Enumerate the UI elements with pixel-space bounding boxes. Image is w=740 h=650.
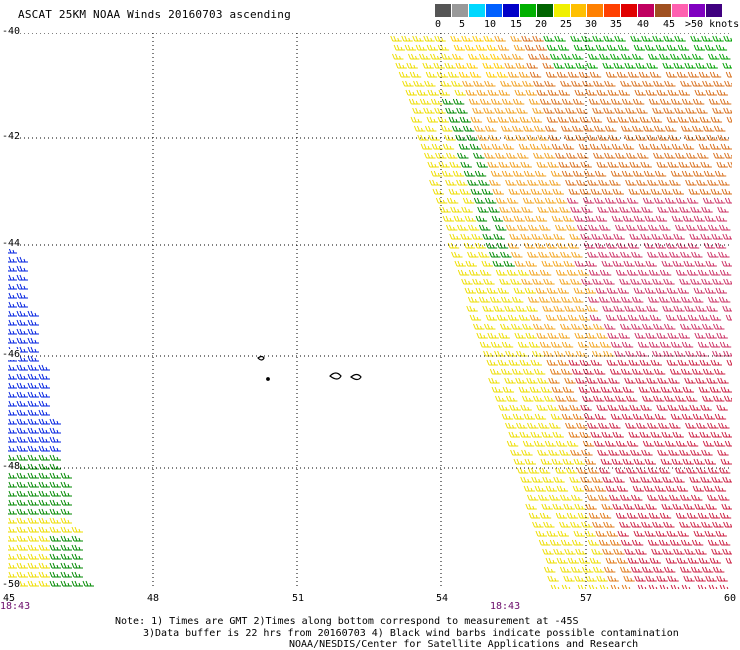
- lon-label-54: 54: [436, 593, 449, 604]
- legend-swatch: [519, 4, 537, 17]
- note-line-2: 3)Data buffer is 22 hrs from 20160703 4)…: [143, 628, 679, 639]
- legend-label: 20: [535, 19, 548, 30]
- legend-label: 25: [560, 19, 573, 30]
- lon-label-45: 45: [3, 593, 16, 604]
- legend-swatch: [706, 4, 723, 17]
- legend-swatch: [587, 4, 605, 17]
- lat-label-46: -46: [2, 349, 21, 360]
- map-title: ASCAT 25KM NOAA Winds 20160703 ascending: [18, 8, 291, 21]
- legend-swatch: [604, 4, 622, 17]
- lon-label-60: 60: [724, 593, 737, 604]
- lon-label-48: 48: [147, 593, 160, 604]
- legend-swatch: [502, 4, 520, 17]
- lon-label-51: 51: [292, 593, 305, 604]
- legend-label: 10: [484, 19, 497, 30]
- legend-label: 45: [663, 19, 676, 30]
- legend-labels: 0 5 10 15 20 25 30 35 40 45 >50 knots: [435, 19, 739, 33]
- lat-label-42: -42: [2, 131, 21, 142]
- lat-label-40: -40: [2, 26, 21, 37]
- legend-swatch: [570, 4, 588, 17]
- legend-label: 40: [637, 19, 650, 30]
- legend-swatch: [621, 4, 639, 17]
- legend-swatch: [435, 4, 452, 17]
- pass-time-left: 18:43: [0, 601, 31, 612]
- legend-label: 15: [510, 19, 523, 30]
- legend-swatch: [655, 4, 673, 17]
- lat-label-44: -44: [2, 238, 21, 249]
- legend-swatch: [638, 4, 656, 17]
- lat-label-48: -48: [2, 461, 21, 472]
- legend-label: >50 knots: [685, 19, 740, 30]
- legend-label: 35: [610, 19, 623, 30]
- legend-label: 30: [585, 19, 598, 30]
- lon-label-57: 57: [580, 593, 593, 604]
- legend-swatch: [672, 4, 690, 17]
- wind-speed-legend: 0 5 10 15 20 25 30 35 40 45 >50 knots: [435, 4, 739, 34]
- legend-swatch: [689, 4, 706, 17]
- wind-map[interactable]: [8, 33, 732, 589]
- wind-barb-field: [8, 33, 732, 589]
- legend-swatch: [536, 4, 554, 17]
- legend-swatch: [553, 4, 571, 17]
- lat-label-50: -50: [2, 579, 21, 590]
- legend-label: 0: [435, 19, 442, 30]
- legend-swatch: [451, 4, 469, 17]
- legend-label: 5: [459, 19, 466, 30]
- legend-swatch: [485, 4, 503, 17]
- note-line-1: Note: 1) Times are GMT 2)Times along bot…: [115, 616, 579, 627]
- note-line-3: NOAA/NESDIS/Center for Satellite Applica…: [289, 639, 639, 650]
- island-outlines: [257, 355, 362, 381]
- legend-color-bar: [435, 4, 723, 17]
- pass-time-right: 18:43: [490, 601, 521, 612]
- legend-swatch: [468, 4, 486, 17]
